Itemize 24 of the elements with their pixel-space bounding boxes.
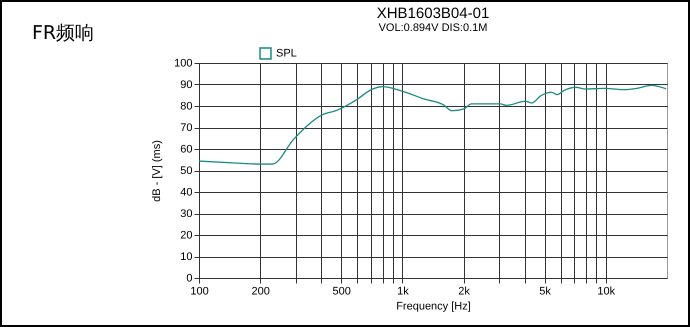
y-tick-label: 50 [180, 165, 192, 177]
y-tick-label: 30 [180, 208, 192, 220]
text: FR频响 [32, 21, 94, 46]
y-tick-label: 100 [174, 58, 192, 70]
y-tick-label: 90 [180, 79, 192, 91]
legend-label: SPL [276, 48, 297, 60]
chart-subtitle: VOL:0.894V DIS:0.1M [378, 22, 488, 34]
x-tick-label: 10k [597, 286, 616, 298]
x-tick-label: 500 [332, 286, 351, 298]
y-tick-label: 10 [180, 251, 192, 263]
x-tick-label: 2k [458, 286, 470, 298]
x-axis-title: Frequency [Hz] [396, 300, 471, 312]
y-tick-label: 0 [186, 272, 192, 284]
x-tick-label: 1k [397, 286, 410, 298]
y-tick-label: 60 [180, 144, 192, 156]
y-tick-label: 70 [180, 122, 192, 134]
y-axis-title: dB - [V] (ms) [151, 140, 164, 202]
y-tick-label: 80 [180, 100, 192, 112]
x-tick-label: 200 [252, 286, 270, 298]
chart-title: XHB1603B04-01 [376, 5, 490, 22]
x-tick-label: 5k [539, 286, 552, 298]
x-tick-label: 100 [190, 286, 209, 298]
y-tick-label: 20 [180, 230, 192, 242]
y-tick-label: 40 [180, 186, 192, 198]
